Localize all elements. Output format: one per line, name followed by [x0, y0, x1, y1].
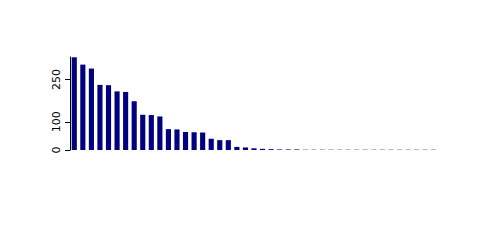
svg-text:250: 250 — [50, 69, 63, 90]
svg-text:0: 0 — [50, 147, 63, 154]
svg-text:100: 100 — [50, 111, 63, 132]
